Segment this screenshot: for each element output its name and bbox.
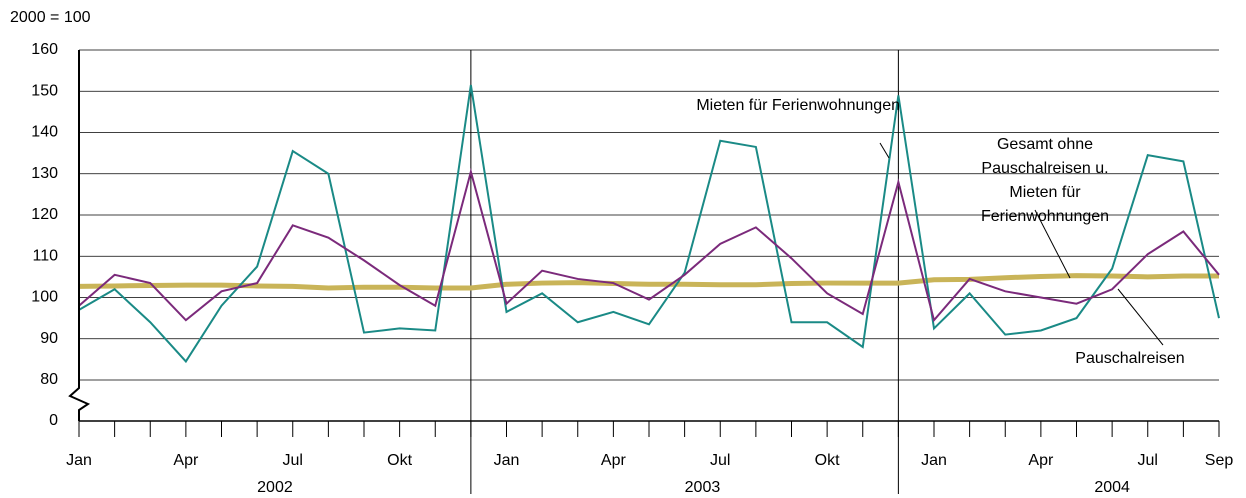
x-tick-label: Okt (815, 452, 840, 469)
x-tick-label: Apr (601, 452, 627, 469)
x-tick-label: Jul (283, 452, 303, 469)
annotation-leader (1117, 288, 1164, 346)
annotation-leader (879, 142, 890, 159)
x-tick-label: Jan (66, 452, 92, 469)
annotation-leader (1034, 209, 1071, 279)
y-tick-label: 80 (40, 371, 58, 388)
x-tick-label: Jan (921, 452, 947, 469)
y-tick-label: 130 (31, 165, 58, 182)
x-tick-label: Apr (1028, 452, 1054, 469)
x-tick-label: Okt (387, 452, 412, 469)
x-tick-label: Sep (1205, 452, 1234, 469)
year-label: 2003 (685, 479, 721, 496)
series-annotation: Gesamt ohne Pauschalreisen u. Mieten für… (980, 136, 1110, 225)
series-line (78, 273, 1219, 291)
series-line (78, 167, 1220, 323)
y-tick-label: 120 (31, 206, 58, 223)
x-tick-label: Jul (710, 452, 730, 469)
year-label: 2004 (1094, 479, 1130, 496)
y-tick-label: 160 (31, 41, 58, 58)
unit-label: 2000 = 100 (10, 9, 91, 26)
y-tick-label: 100 (31, 289, 58, 306)
x-tick-label: Apr (173, 452, 199, 469)
series-line (78, 84, 1220, 364)
y-tick-label: 140 (31, 124, 58, 141)
y-tick-label: 150 (31, 82, 58, 99)
series-annotation: Pauschalreisen (1075, 350, 1185, 367)
y-tick-label: 90 (40, 330, 58, 347)
x-tick-label: Jan (494, 452, 520, 469)
series-annotation: Mieten für Ferienwohnungen (696, 97, 900, 114)
year-label: 2002 (257, 479, 293, 496)
y-axis (68, 50, 91, 421)
y-tick-label: 110 (32, 247, 58, 264)
x-tick-label: Jul (1138, 452, 1158, 469)
y-tick-label: 0 (49, 412, 58, 429)
